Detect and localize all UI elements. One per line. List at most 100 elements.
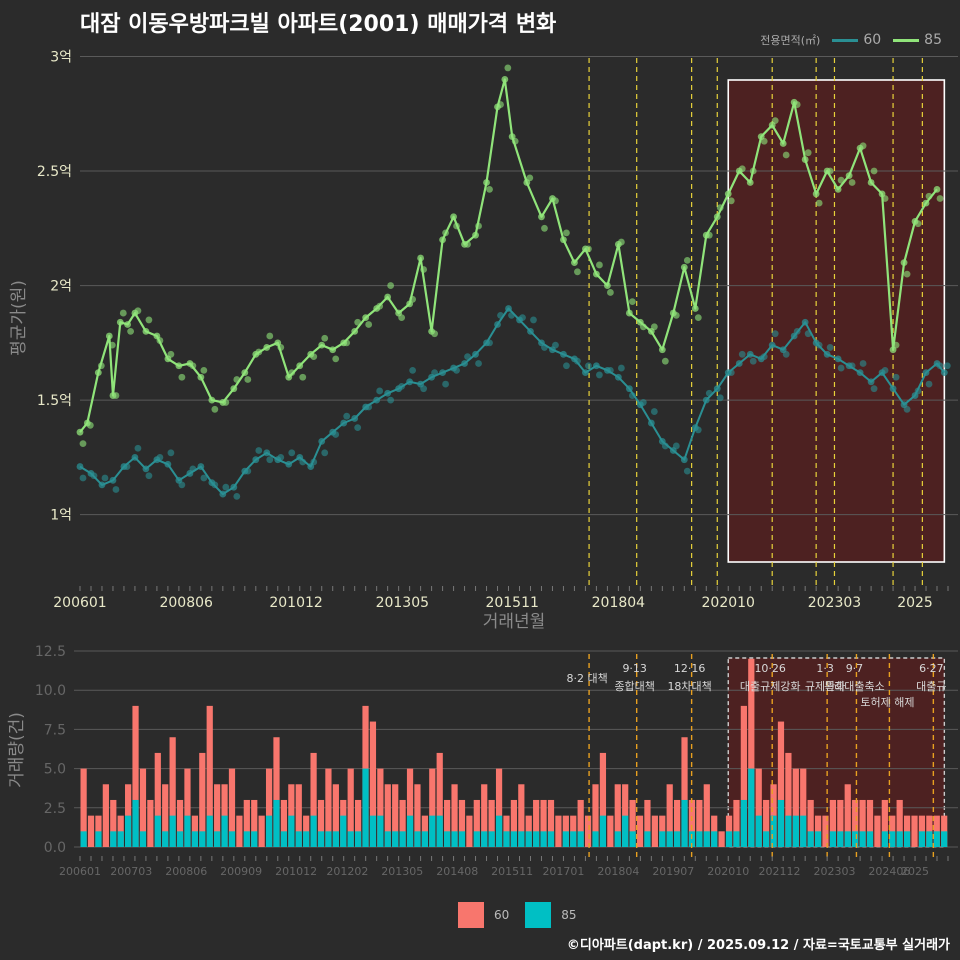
bar-60 [681, 737, 688, 847]
bar-60 [666, 784, 673, 847]
y-tick-label: 2.5억 [37, 164, 72, 180]
volume-chart: 0.0 2.5 5.0 7.5 10.0 12.5 8·2 대책 9·13 종합대책 12·16 1… [7, 644, 958, 878]
point-85 [504, 64, 512, 72]
point-85 [321, 334, 329, 342]
point-60 [639, 399, 647, 406]
bar-85 [770, 815, 777, 847]
bar-60 [429, 768, 436, 847]
bar-60 [251, 799, 258, 847]
bar-60 [911, 815, 918, 847]
point-85 [848, 179, 856, 186]
point-85 [617, 238, 625, 246]
bar-60 [740, 705, 747, 847]
point-60 [859, 360, 867, 367]
x-tick-label: 201012 [275, 865, 317, 878]
point-60 [266, 456, 274, 464]
bar-60 [733, 799, 740, 847]
point-60 [563, 362, 570, 370]
bar-85 [866, 831, 874, 847]
bar-85 [740, 799, 747, 847]
bar-85 [406, 815, 414, 847]
point-85 [167, 350, 175, 358]
point-85 [178, 373, 186, 381]
bar-85 [644, 831, 651, 847]
bar-60 [384, 784, 391, 847]
point-85 [606, 289, 614, 296]
bar-85 [199, 831, 206, 847]
point-85 [815, 199, 823, 207]
point-85 [127, 327, 135, 335]
x-tick-label: 202406 [868, 865, 910, 878]
bar-60 [154, 752, 161, 847]
bar-85 [622, 815, 629, 847]
bar-85 [941, 831, 948, 847]
bar-60 [273, 737, 280, 847]
bar-60 [785, 752, 792, 847]
x-tick-label: 202303 [808, 595, 861, 611]
point-85 [79, 440, 87, 448]
bar-60 [369, 721, 377, 847]
point-60 [683, 467, 691, 475]
series-line-85 [79, 78, 938, 433]
bar-60 [399, 799, 406, 847]
point-85 [574, 268, 581, 276]
point-60 [167, 449, 175, 457]
point-60 [672, 442, 680, 450]
bar-85 [703, 831, 710, 847]
point-85 [914, 220, 922, 228]
x-tick-label: 202010 [707, 865, 749, 878]
bar-85 [169, 815, 176, 847]
y-tick-label: 3억 [50, 49, 72, 65]
bar-85 [599, 815, 607, 847]
bar-60 [592, 784, 599, 847]
point-60 [156, 454, 164, 461]
bar-85 [340, 815, 347, 847]
y-tick-label: 2억 [50, 279, 72, 295]
bar-85 [154, 815, 161, 847]
bar-60 [162, 784, 169, 847]
volume-legend: 60 85 [458, 902, 593, 928]
legend-swatch-60 [458, 902, 484, 928]
bar-85 [377, 815, 384, 847]
point-60 [881, 366, 889, 374]
bar-85 [392, 831, 399, 847]
bar-60 [577, 799, 584, 847]
bar-85 [852, 831, 859, 847]
bar-60 [199, 752, 206, 847]
point-85 [628, 298, 636, 306]
point-85 [870, 167, 878, 175]
x-tick-label: 200703 [110, 865, 152, 878]
area-legend: 전용면적(㎡) 60 85 [760, 32, 950, 48]
bar-85 [533, 831, 540, 847]
x-tick-label: 201701 [542, 865, 584, 878]
point-60 [650, 408, 658, 415]
bar-85 [162, 831, 169, 847]
bar-60 [829, 799, 837, 847]
point-85 [526, 174, 534, 182]
point-60 [222, 483, 230, 491]
point-85 [661, 357, 669, 365]
bar-60 [332, 784, 339, 847]
bar-60 [881, 799, 888, 847]
point-85 [738, 165, 746, 173]
point-60 [826, 344, 834, 351]
point-85 [332, 355, 340, 363]
bar-60 [466, 815, 473, 847]
point-85 [771, 117, 779, 125]
x-tick-label: 200601 [59, 865, 101, 878]
x-tick-label: 201804 [597, 865, 639, 878]
series-line-60 [79, 307, 946, 496]
bar-85 [592, 831, 599, 847]
y-axis-title: 거래량(건) [7, 712, 27, 788]
bar-60 [265, 768, 273, 847]
point-85 [299, 373, 307, 381]
bar-60 [392, 784, 399, 847]
policy-annotation: 12·16 [674, 662, 706, 675]
bar-85 [785, 815, 792, 847]
bar-85 [176, 831, 184, 847]
point-60 [530, 316, 537, 324]
bar-60 [406, 768, 414, 847]
bar-60 [748, 658, 755, 847]
point-60 [354, 424, 362, 432]
bar-85 [243, 831, 250, 847]
